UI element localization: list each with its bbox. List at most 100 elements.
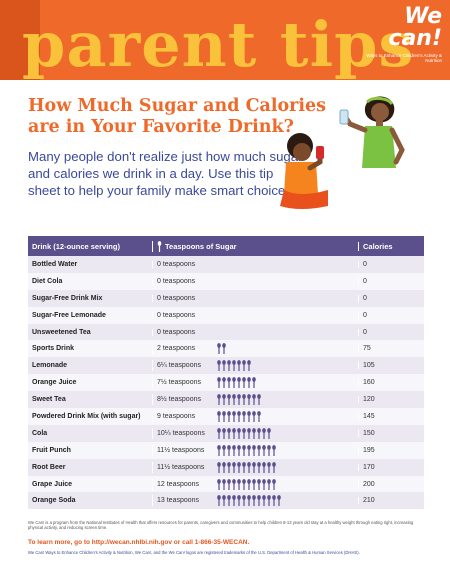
spoon-icon bbox=[252, 394, 256, 406]
drink-name: Fruit Punch bbox=[32, 446, 71, 454]
mother-figure bbox=[339, 96, 405, 168]
calories-cell: 0 bbox=[358, 311, 424, 319]
drink-name: Root Beer bbox=[32, 463, 66, 471]
sugar-cell: 0 teaspoons bbox=[152, 294, 358, 302]
sugar-cell: 6¼ teaspoons bbox=[152, 360, 358, 372]
spoon-icon bbox=[257, 478, 261, 490]
calories-cell: 170 bbox=[358, 463, 424, 471]
spoon-pictogram bbox=[217, 461, 276, 473]
spoon-icon bbox=[237, 411, 241, 422]
drink-name: Powdered Drink Mix (with sugar) bbox=[32, 412, 141, 420]
logo-tagline: Ways to Enhance Children's Activity & Nu… bbox=[366, 53, 442, 63]
spoon-pictogram bbox=[217, 444, 276, 456]
spoon-icon bbox=[257, 444, 261, 456]
sugar-amount: 10¼ teaspoons bbox=[157, 429, 205, 437]
spoon-icon bbox=[247, 461, 251, 473]
sugar-cell: 0 teaspoons bbox=[152, 260, 358, 268]
spoon-pictogram bbox=[217, 377, 256, 389]
spoon-icon bbox=[237, 377, 241, 389]
drink-name: Bottled Water bbox=[32, 260, 78, 268]
spoon-icon bbox=[272, 461, 276, 473]
spoon-icon bbox=[247, 360, 251, 372]
table-row: Orange Soda 13 teaspoons 210 bbox=[28, 492, 424, 510]
drink-name: Orange Soda bbox=[32, 497, 76, 505]
spoon-icon bbox=[222, 394, 226, 406]
parent-child-illustration bbox=[280, 96, 405, 209]
table-row: Fruit Punch 11½ teaspoons 195 bbox=[28, 441, 424, 459]
headline: How Much Sugar and Calories are in Your … bbox=[28, 96, 327, 137]
table-row: Root Beer 11½ teaspoons 170 bbox=[28, 458, 424, 476]
program-footnote: We Can! is a program from the National I… bbox=[28, 520, 414, 531]
spoon-icon bbox=[257, 411, 261, 422]
spoon-icon bbox=[242, 411, 246, 422]
spoon-pictogram bbox=[217, 360, 251, 372]
spoon-icon bbox=[247, 394, 251, 406]
sugar-cell: 9 teaspoons bbox=[152, 410, 358, 422]
child-figure bbox=[280, 133, 328, 209]
spoon-pictogram bbox=[217, 343, 226, 355]
spoon-icon bbox=[232, 411, 236, 422]
spoon-icon bbox=[242, 495, 246, 507]
spoon-icon bbox=[217, 478, 221, 490]
sugar-cell: 0 teaspoons bbox=[152, 311, 358, 319]
spoon-icon bbox=[262, 461, 266, 473]
spoon-icon bbox=[252, 411, 256, 422]
spoon-icon bbox=[247, 427, 251, 439]
spoon-icon bbox=[222, 427, 226, 439]
spoon-icon bbox=[237, 360, 241, 372]
spoon-icon bbox=[272, 495, 276, 507]
calories-cell: 75 bbox=[358, 345, 424, 353]
sugar-amount: 8½ teaspoons bbox=[157, 396, 201, 404]
calories-cell: 200 bbox=[358, 480, 424, 488]
table-row: Powdered Drink Mix (with sugar) 9 teaspoo… bbox=[28, 408, 424, 425]
spoon-icon bbox=[232, 478, 236, 490]
spoon-pictogram bbox=[217, 427, 271, 439]
spoon-icon bbox=[222, 360, 226, 372]
table-row: Lemonade 6¼ teaspoons 105 bbox=[28, 357, 424, 375]
spoon-icon bbox=[262, 478, 266, 490]
spoon-icon bbox=[262, 427, 266, 439]
spoon-icon bbox=[262, 444, 266, 456]
sugar-amount: 0 teaspoons bbox=[157, 294, 196, 302]
spoon-pictogram bbox=[217, 394, 261, 406]
table-row: Sweet Tea 8½ teaspoons 120 bbox=[28, 391, 424, 409]
banner-accent bbox=[0, 0, 40, 80]
drink-name: Sports Drink bbox=[32, 345, 75, 353]
header-sugar-label: Teaspoons of Sugar bbox=[165, 241, 237, 251]
spoon-icon bbox=[222, 343, 226, 355]
table-row: Sugar-Free Drink Mix 0 teaspoons 0 bbox=[28, 289, 424, 307]
spoon-icon bbox=[272, 444, 276, 456]
spoon-icon bbox=[272, 478, 276, 490]
table-row: Bottled Water 0 teaspoons 0 bbox=[28, 256, 424, 273]
drink-name: Sugar-Free Lemonade bbox=[32, 311, 106, 319]
spoon-icon bbox=[217, 495, 221, 507]
spoon-icon bbox=[267, 444, 271, 456]
spoon-icon bbox=[242, 444, 246, 456]
sugar-cell: 10¼ teaspoons bbox=[152, 427, 358, 439]
spoon-icon bbox=[262, 495, 266, 507]
spoon-icon bbox=[247, 444, 251, 456]
sugar-cell: 0 teaspoons bbox=[152, 328, 358, 336]
calories-cell: 195 bbox=[358, 446, 424, 454]
sugar-amount: 11½ teaspoons bbox=[157, 446, 205, 454]
banner-title: parent tips bbox=[22, 8, 415, 80]
calories-cell: 0 bbox=[358, 294, 424, 302]
spoon-icon bbox=[252, 444, 256, 456]
spoon-icon bbox=[237, 495, 241, 507]
spoon-icon bbox=[227, 427, 231, 439]
calories-cell: 210 bbox=[358, 497, 424, 505]
spoon-icon bbox=[257, 394, 261, 406]
spoon-icon bbox=[232, 444, 236, 456]
header-calories: Calories bbox=[358, 241, 424, 251]
spoon-icon bbox=[242, 461, 246, 473]
calories-cell: 105 bbox=[358, 362, 424, 370]
table-row: Grape Juice 12 teaspoons 200 bbox=[28, 475, 424, 493]
spoon-icon bbox=[222, 411, 226, 422]
learn-more-text: To learn more, go to http://wecan.nhlbi.… bbox=[28, 539, 250, 546]
sugar-amount: 0 teaspoons bbox=[157, 277, 196, 285]
spoon-icon bbox=[232, 427, 236, 439]
spoon-icon bbox=[232, 394, 236, 406]
sugar-cell: 11½ teaspoons bbox=[152, 444, 358, 456]
spoon-icon bbox=[232, 495, 236, 507]
spoon-icon bbox=[227, 495, 231, 507]
